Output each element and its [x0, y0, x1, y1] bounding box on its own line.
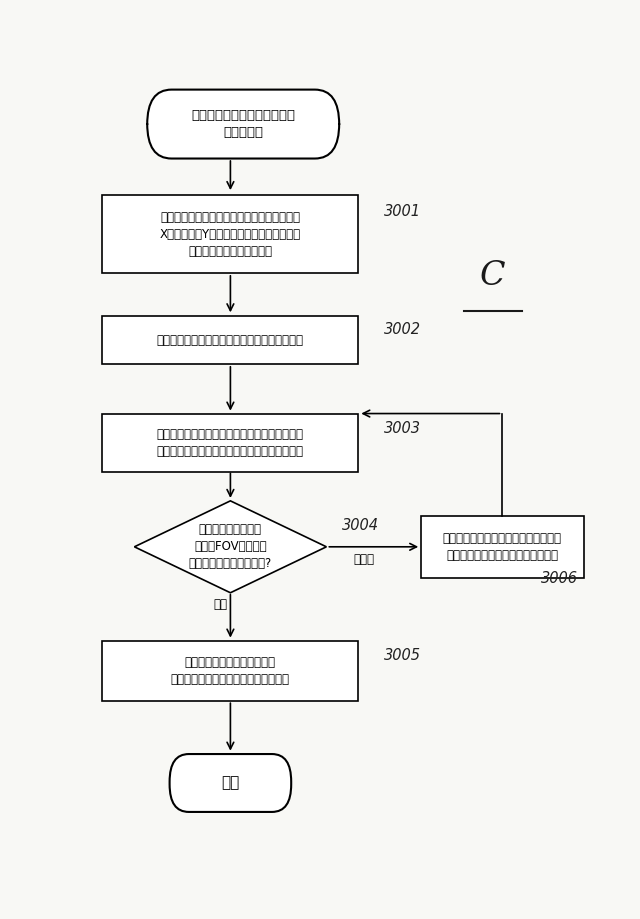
Text: 3004: 3004: [342, 518, 380, 533]
Text: スポットマーカーは
カメラFOVの中心に
位置合わせされているか?: スポットマーカーは カメラFOVの中心に 位置合わせされているか?: [189, 523, 272, 571]
Bar: [421, 516, 584, 578]
Bar: [102, 414, 358, 471]
FancyBboxPatch shape: [147, 90, 339, 158]
Bar: [102, 641, 358, 700]
FancyBboxPatch shape: [170, 754, 291, 812]
Text: ロボット車両が作動の成功を
コンピュータ制御システムに確認する: ロボット車両が作動の成功を コンピュータ制御システムに確認する: [171, 656, 290, 686]
Text: C: C: [480, 260, 506, 291]
Text: いいえ: いいえ: [353, 553, 374, 566]
Text: 終了: 終了: [221, 776, 239, 790]
Bar: [102, 315, 358, 364]
Text: 開始ーロボット車両の動作が
要求される: 開始ーロボット車両の動作が 要求される: [191, 109, 295, 139]
Polygon shape: [134, 501, 326, 593]
Text: ロボット車両が一意にコード化されたスポット
マーカーのスキャンイメージをキャプチャする: ロボット車両が一意にコード化されたスポット マーカーのスキャンイメージをキャプチ…: [157, 428, 304, 458]
Text: ロボット車両が命令を受信し位置を移動する。: ロボット車両が命令を受信し位置を移動する。: [157, 334, 304, 346]
Text: 3002: 3002: [384, 322, 421, 336]
Text: 3006: 3006: [541, 572, 578, 586]
Text: ロボット車両がピクセルオフセットに
基づいて物理的な位置を修正する。: ロボット車両がピクセルオフセットに 基づいて物理的な位置を修正する。: [443, 532, 562, 562]
Bar: [102, 196, 358, 274]
Text: 3001: 3001: [384, 204, 421, 219]
Text: はい: はい: [214, 598, 228, 611]
Text: 3003: 3003: [384, 421, 421, 436]
Text: コンピュータ制御システムがロボット車両に
X方向またはY方向の多くのグリッドマスを
移動するように命令する。: コンピュータ制御システムがロボット車両に X方向またはY方向の多くのグリッドマス…: [160, 210, 301, 258]
Text: 3005: 3005: [384, 648, 421, 663]
